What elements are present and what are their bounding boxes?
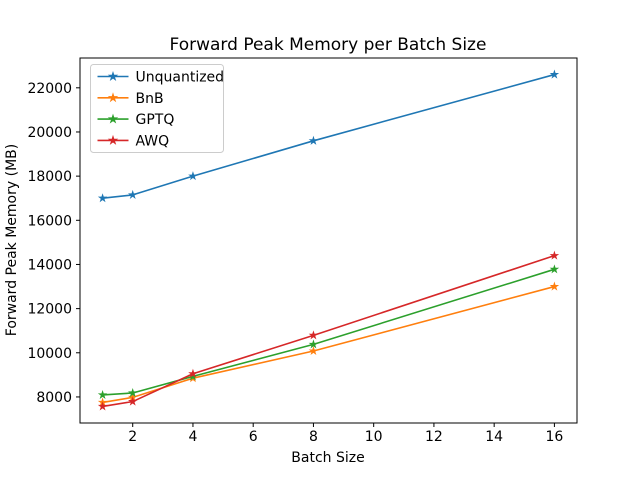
data-point-unquantized [549, 69, 560, 79]
data-point-gptq [549, 264, 560, 274]
legend-label-awq: AWQ [136, 133, 170, 149]
data-point-bnb [549, 281, 560, 291]
y-tick-label: 12000 [27, 302, 72, 318]
legend-marker-bnb [107, 92, 119, 103]
data-point-awq [97, 401, 108, 411]
x-axis-label: Batch Size [291, 450, 364, 466]
data-point-awq [549, 250, 560, 260]
x-tick-label: 12 [425, 429, 443, 445]
series-line-awq [102, 254, 555, 408]
legend-marker-awq [107, 134, 119, 145]
data-point-gptq [188, 371, 198, 381]
x-tick-label: 10 [365, 429, 383, 445]
data-point-unquantized [97, 193, 108, 203]
series-line-gptq [102, 268, 555, 396]
x-tick-label: 6 [249, 429, 258, 445]
legend-label-bnb: BnB [136, 91, 164, 107]
x-tick-label: 14 [485, 429, 503, 445]
y-tick-label: 16000 [27, 213, 72, 229]
data-point-unquantized [188, 171, 198, 181]
data-point-awq [308, 330, 319, 340]
y-tick-label: 20000 [27, 125, 72, 141]
x-tick-label: 2 [128, 429, 137, 445]
data-point-bnb [308, 346, 319, 356]
data-point-gptq [127, 387, 138, 398]
chart-title: Forward Peak Memory per Batch Size [170, 35, 487, 55]
legend-box [90, 64, 224, 153]
y-tick-label: 18000 [27, 169, 72, 185]
legend-marker-gptq [107, 113, 119, 124]
data-point-unquantized [308, 135, 319, 145]
y-tick-label: 8000 [36, 390, 72, 406]
data-point-awq [188, 368, 198, 378]
y-tick-label: 22000 [27, 81, 72, 97]
data-point-unquantized [127, 189, 138, 199]
y-tick-label: 10000 [27, 346, 72, 362]
x-tick-label: 16 [545, 429, 563, 445]
y-tick-label: 14000 [27, 257, 72, 273]
data-point-gptq [308, 339, 319, 349]
legend-label-gptq: GPTQ [136, 112, 175, 128]
legend-label-unquantized: Unquantized [136, 70, 225, 86]
y-axis-label: Forward Peak Memory (MB) [4, 144, 20, 336]
x-tick-label: 4 [188, 429, 197, 445]
data-point-awq [127, 396, 138, 406]
legend-marker-unquantized [107, 71, 119, 81]
x-tick-label: 8 [309, 429, 318, 445]
data-point-gptq [97, 389, 108, 399]
plot-region: 2 4 6 8 10 12 14 16 8000 10000 12000 14000 16000 1800… [27, 57, 578, 445]
axes-spines [79, 57, 578, 424]
